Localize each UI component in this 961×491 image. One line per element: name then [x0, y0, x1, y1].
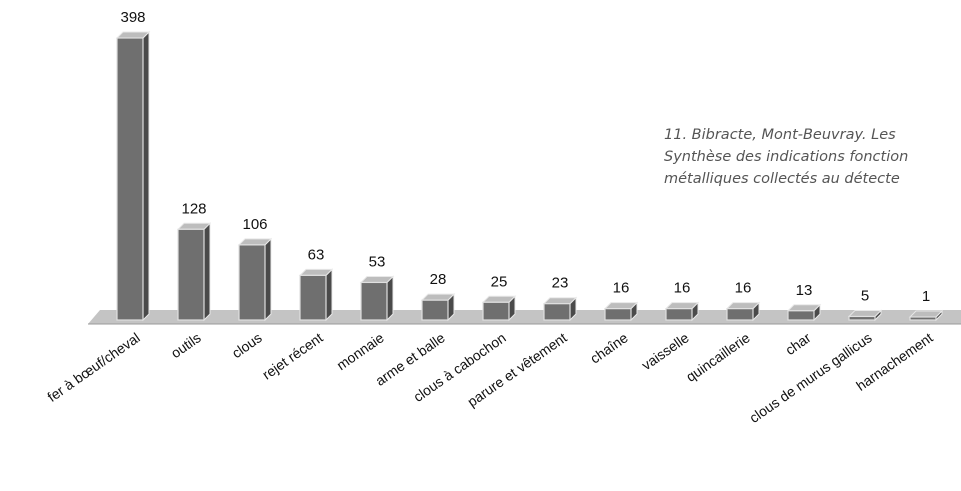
bars	[115, 30, 944, 322]
value-label-1: 398	[120, 9, 145, 26]
value-label-13: 5	[861, 287, 869, 304]
value-label-7: 25	[491, 273, 508, 290]
bar-1	[115, 30, 151, 322]
value-label-10: 16	[674, 280, 691, 297]
bar-3	[237, 237, 273, 322]
value-label-6: 28	[430, 271, 447, 288]
category-label-1: fer à bœuf/cheval	[44, 329, 142, 405]
category-label-2: outils	[168, 329, 204, 361]
value-label-14: 1	[922, 288, 930, 305]
category-label-10: vaisselle	[639, 329, 692, 373]
caption-line-2: Synthèse des indications fonction	[664, 149, 909, 165]
bar-13	[847, 309, 883, 322]
value-label-12: 13	[796, 282, 813, 299]
caption-line-1: 11. Bibracte, Mont-Beuvray. Les	[664, 127, 896, 143]
bar-14	[908, 309, 944, 322]
category-label-3: clous	[229, 329, 265, 361]
value-label-3: 106	[242, 216, 267, 233]
floor-plane	[88, 310, 961, 324]
bar-8	[542, 296, 578, 322]
value-labels: 398 128 106 63 53 28 25 23 16 16 16 13 5 1	[120, 9, 930, 305]
caption-line-3: métalliques collectés au détecte	[664, 171, 900, 187]
value-label-2: 128	[181, 200, 206, 217]
bar-12	[786, 303, 822, 322]
category-label-12: char	[782, 329, 814, 358]
chart-floor	[88, 310, 961, 325]
bar-5	[359, 275, 395, 322]
value-label-8: 23	[552, 275, 569, 292]
value-label-5: 53	[369, 253, 386, 270]
bar-2	[176, 222, 212, 322]
bar-6	[420, 292, 456, 322]
category-label-9: chaîne	[587, 329, 631, 366]
value-label-9: 16	[613, 280, 630, 297]
bar-11	[725, 301, 761, 322]
bar-9	[603, 301, 639, 322]
bar-10	[664, 301, 700, 322]
category-label-11: quincaillerie	[683, 329, 753, 385]
category-label-5: monnaie	[334, 329, 387, 373]
value-label-11: 16	[735, 280, 752, 297]
figure-caption: 11. Bibracte, Mont-Beuvray. Les Synthèse…	[664, 124, 961, 190]
bar-7	[481, 295, 517, 322]
category-label-4: rejet récent	[259, 329, 326, 382]
bar-4	[298, 268, 334, 322]
category-label-8: parure et vêtement	[464, 329, 570, 410]
value-label-4: 63	[308, 246, 325, 263]
